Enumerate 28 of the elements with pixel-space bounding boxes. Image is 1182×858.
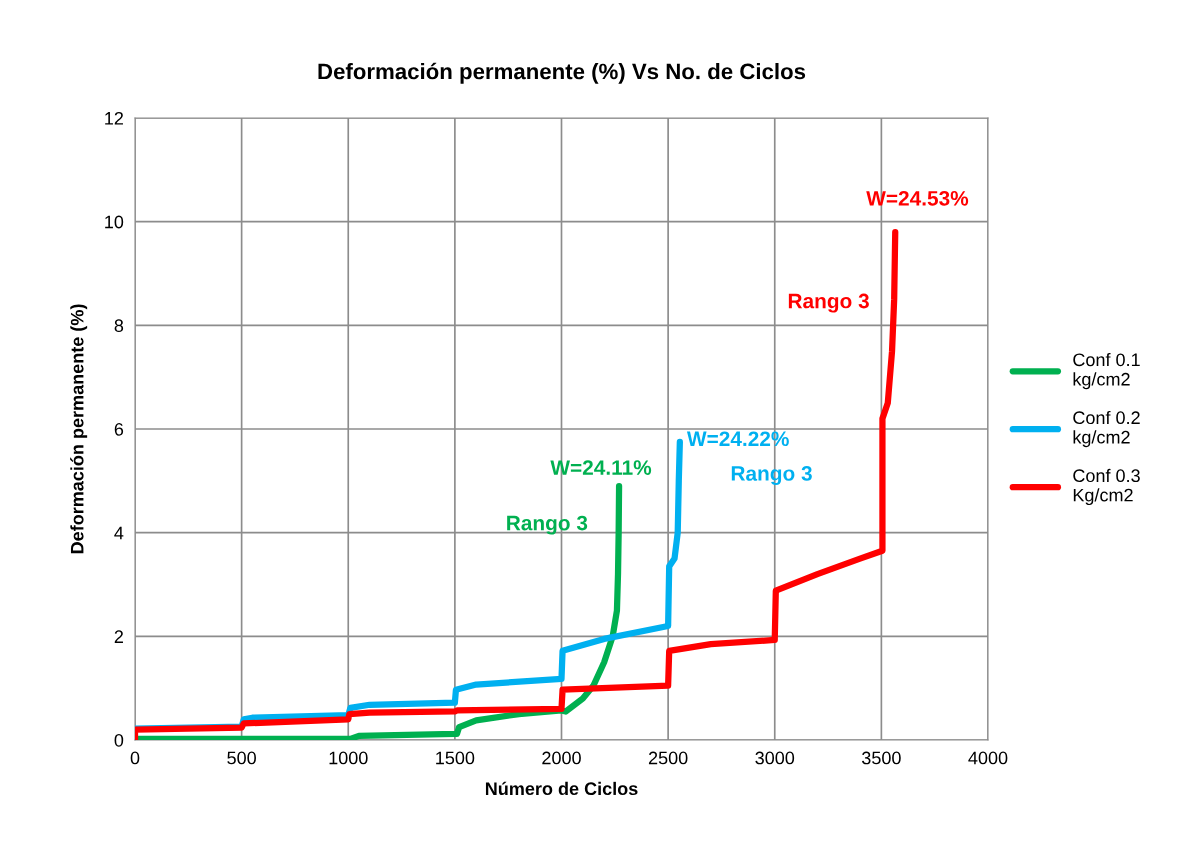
x-tick-label: 1500 bbox=[436, 751, 475, 765]
y-tick-label: 12 bbox=[105, 111, 123, 125]
x-tick-label: 3000 bbox=[755, 751, 795, 765]
x-tick-label: 1000 bbox=[329, 751, 368, 765]
x-tick-label: 2500 bbox=[648, 751, 688, 765]
x-tick-label: 3500 bbox=[861, 751, 901, 765]
annotation: W=24.11% bbox=[550, 460, 652, 475]
legend-label: Conf 0.2 kg/cm2 bbox=[1073, 410, 1140, 448]
y-tick-label: 0 bbox=[114, 733, 124, 747]
annotation: W=24.22% bbox=[686, 431, 789, 447]
chart-title: Deformación permanente (%) Vs No. de Ciclos bbox=[318, 62, 806, 84]
x-tick-label: 500 bbox=[227, 751, 256, 765]
annotation: Rango 3 bbox=[507, 515, 588, 535]
x-tick-label: 2000 bbox=[542, 751, 581, 765]
y-axis-title: Deformación permanente (%) bbox=[70, 304, 88, 554]
annotation: W=24.53% bbox=[866, 190, 969, 206]
y-tick-label: 2 bbox=[114, 630, 123, 643]
legend-label: Conf 0.3 Kg/cm2 bbox=[1073, 468, 1140, 506]
x-axis-title: Número de Ciclos bbox=[485, 781, 638, 796]
y-tick-label: 10 bbox=[105, 215, 124, 229]
legend-label: Conf 0.1 kg/cm2 bbox=[1073, 352, 1140, 390]
y-tick-label: 6 bbox=[114, 422, 124, 436]
x-tick-label: 4000 bbox=[968, 751, 1008, 765]
y-tick-label: 8 bbox=[114, 319, 124, 333]
annotation: Rango 3 bbox=[788, 293, 869, 313]
annotation: Rango 3 bbox=[731, 466, 812, 485]
x-tick-label: 0 bbox=[130, 751, 140, 765]
y-tick-label: 4 bbox=[114, 526, 124, 540]
